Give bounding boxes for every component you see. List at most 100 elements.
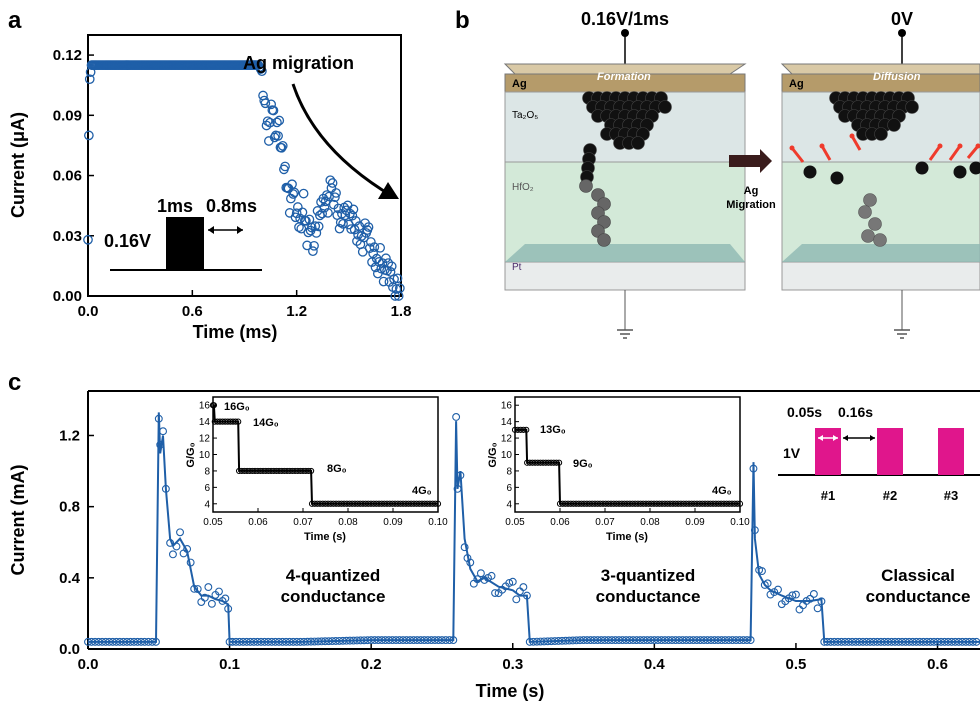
data-point [456, 471, 465, 480]
y-tick-label: 6 [506, 483, 512, 494]
data-point [207, 599, 216, 608]
data-point [378, 276, 389, 287]
y-tick-label: 8 [204, 466, 210, 477]
y-tick-label: 0.06 [53, 168, 82, 185]
diffusion-arrow [820, 145, 832, 161]
diffusion-arrowhead [975, 143, 980, 149]
pulse-1 [815, 428, 841, 475]
data-point [289, 187, 300, 198]
y-tick-label: 10 [501, 450, 513, 461]
panel-c-trace [84, 412, 980, 646]
data-point [320, 196, 331, 207]
diffusion-arrow [850, 135, 862, 151]
x-tick-label: 0.10 [730, 517, 750, 528]
panel-a-chart: 0.0 0.6 1.2 1.8 0.00 0.03 0.06 0.09 0.12 Time (m… [8, 34, 411, 342]
migration-arrowhead [378, 182, 399, 199]
data-point [313, 221, 324, 232]
data-point [266, 99, 277, 110]
diffusion-arrowhead [789, 145, 795, 151]
data-point [262, 116, 273, 127]
level-label: 14G₀ [253, 417, 279, 429]
panel-label-c: c [8, 369, 21, 396]
diffusion-arrowhead [819, 143, 825, 149]
y-tick-label: 0.0 [59, 641, 80, 658]
terminal-icon [621, 29, 629, 37]
data-point [311, 228, 322, 238]
q3-label-line2: conductance [596, 587, 701, 606]
x-tick-label: 0.5 [786, 656, 807, 673]
ground-icon [894, 329, 910, 339]
data-point [210, 402, 217, 409]
classical-label-line2: conductance [866, 587, 971, 606]
data-point [375, 242, 385, 253]
data-point [476, 569, 485, 578]
data-point [183, 545, 192, 553]
panel-label-a: a [8, 7, 22, 34]
x-tick-label: 0.09 [383, 517, 403, 528]
panel-label-b: b [455, 7, 470, 34]
data-point [176, 528, 184, 537]
data-point [394, 283, 405, 294]
panel-a-points [83, 60, 405, 301]
data-point [763, 579, 772, 588]
terminal-icon [898, 29, 906, 37]
data-point [817, 597, 826, 606]
data-point [172, 542, 181, 551]
data-point [749, 464, 758, 473]
pulse-interval: 0.16s [838, 404, 873, 420]
ag-filament-dissolved [789, 91, 980, 247]
data-point [505, 579, 514, 587]
data-point [276, 142, 287, 153]
data-point [386, 261, 397, 272]
data-point [272, 117, 282, 128]
x-tick-label: 0.07 [293, 517, 313, 528]
ag-atom [873, 233, 887, 247]
data-point [348, 204, 359, 215]
q3-label-line1: 3-quantized [601, 566, 695, 585]
data-point [392, 273, 403, 284]
gap-arrowhead-right [237, 226, 243, 234]
data-point [736, 500, 744, 507]
data-point [295, 213, 305, 224]
data-point [280, 161, 290, 172]
data-point [235, 418, 242, 425]
data-point [292, 202, 303, 212]
ag-atom [915, 161, 929, 175]
x-tick-label: 0.2 [361, 656, 382, 673]
data-point [186, 558, 195, 567]
ag-atom [953, 165, 967, 179]
ag-atom [969, 161, 980, 175]
pulse-voltage: 1V [783, 445, 801, 461]
data-point [520, 426, 527, 433]
data-point [200, 593, 209, 602]
y-tick-label: 4 [506, 499, 512, 510]
data-point [758, 567, 766, 576]
ag-label-right: Ag [789, 78, 804, 90]
data-point [369, 242, 380, 252]
pulse-3 [938, 428, 964, 475]
data-point [434, 500, 442, 507]
diffusion-arrow [948, 145, 962, 161]
data-point [452, 413, 461, 421]
pulse-label-3: #3 [944, 488, 958, 503]
migration-arrow [291, 83, 393, 198]
data-point [298, 188, 309, 199]
migration-step-label: Migration [726, 199, 776, 211]
y-tick-label: 0.4 [59, 570, 81, 587]
data-point [288, 189, 299, 199]
pulse-train: 1V 0.05s 0.16s #1 #2 #3 [778, 404, 980, 503]
data-point [309, 240, 319, 251]
data-point [791, 590, 800, 599]
x-tick-label: 0.08 [338, 517, 358, 528]
data-point [806, 594, 815, 603]
data-point [389, 274, 399, 284]
pt-electrode [504, 261, 746, 291]
data-point [193, 585, 202, 593]
data-point [255, 64, 266, 74]
panel-c-chart: 0.0 0.1 0.2 0.3 0.4 0.5 0.6 0.0 0.4 0.8 1.2 Time (… [8, 390, 980, 701]
data-point [317, 208, 328, 219]
ag-atom [830, 171, 844, 185]
data-point [346, 224, 357, 234]
y-tick-label: 8 [506, 466, 512, 477]
y-tick-label: 0.09 [53, 107, 82, 124]
